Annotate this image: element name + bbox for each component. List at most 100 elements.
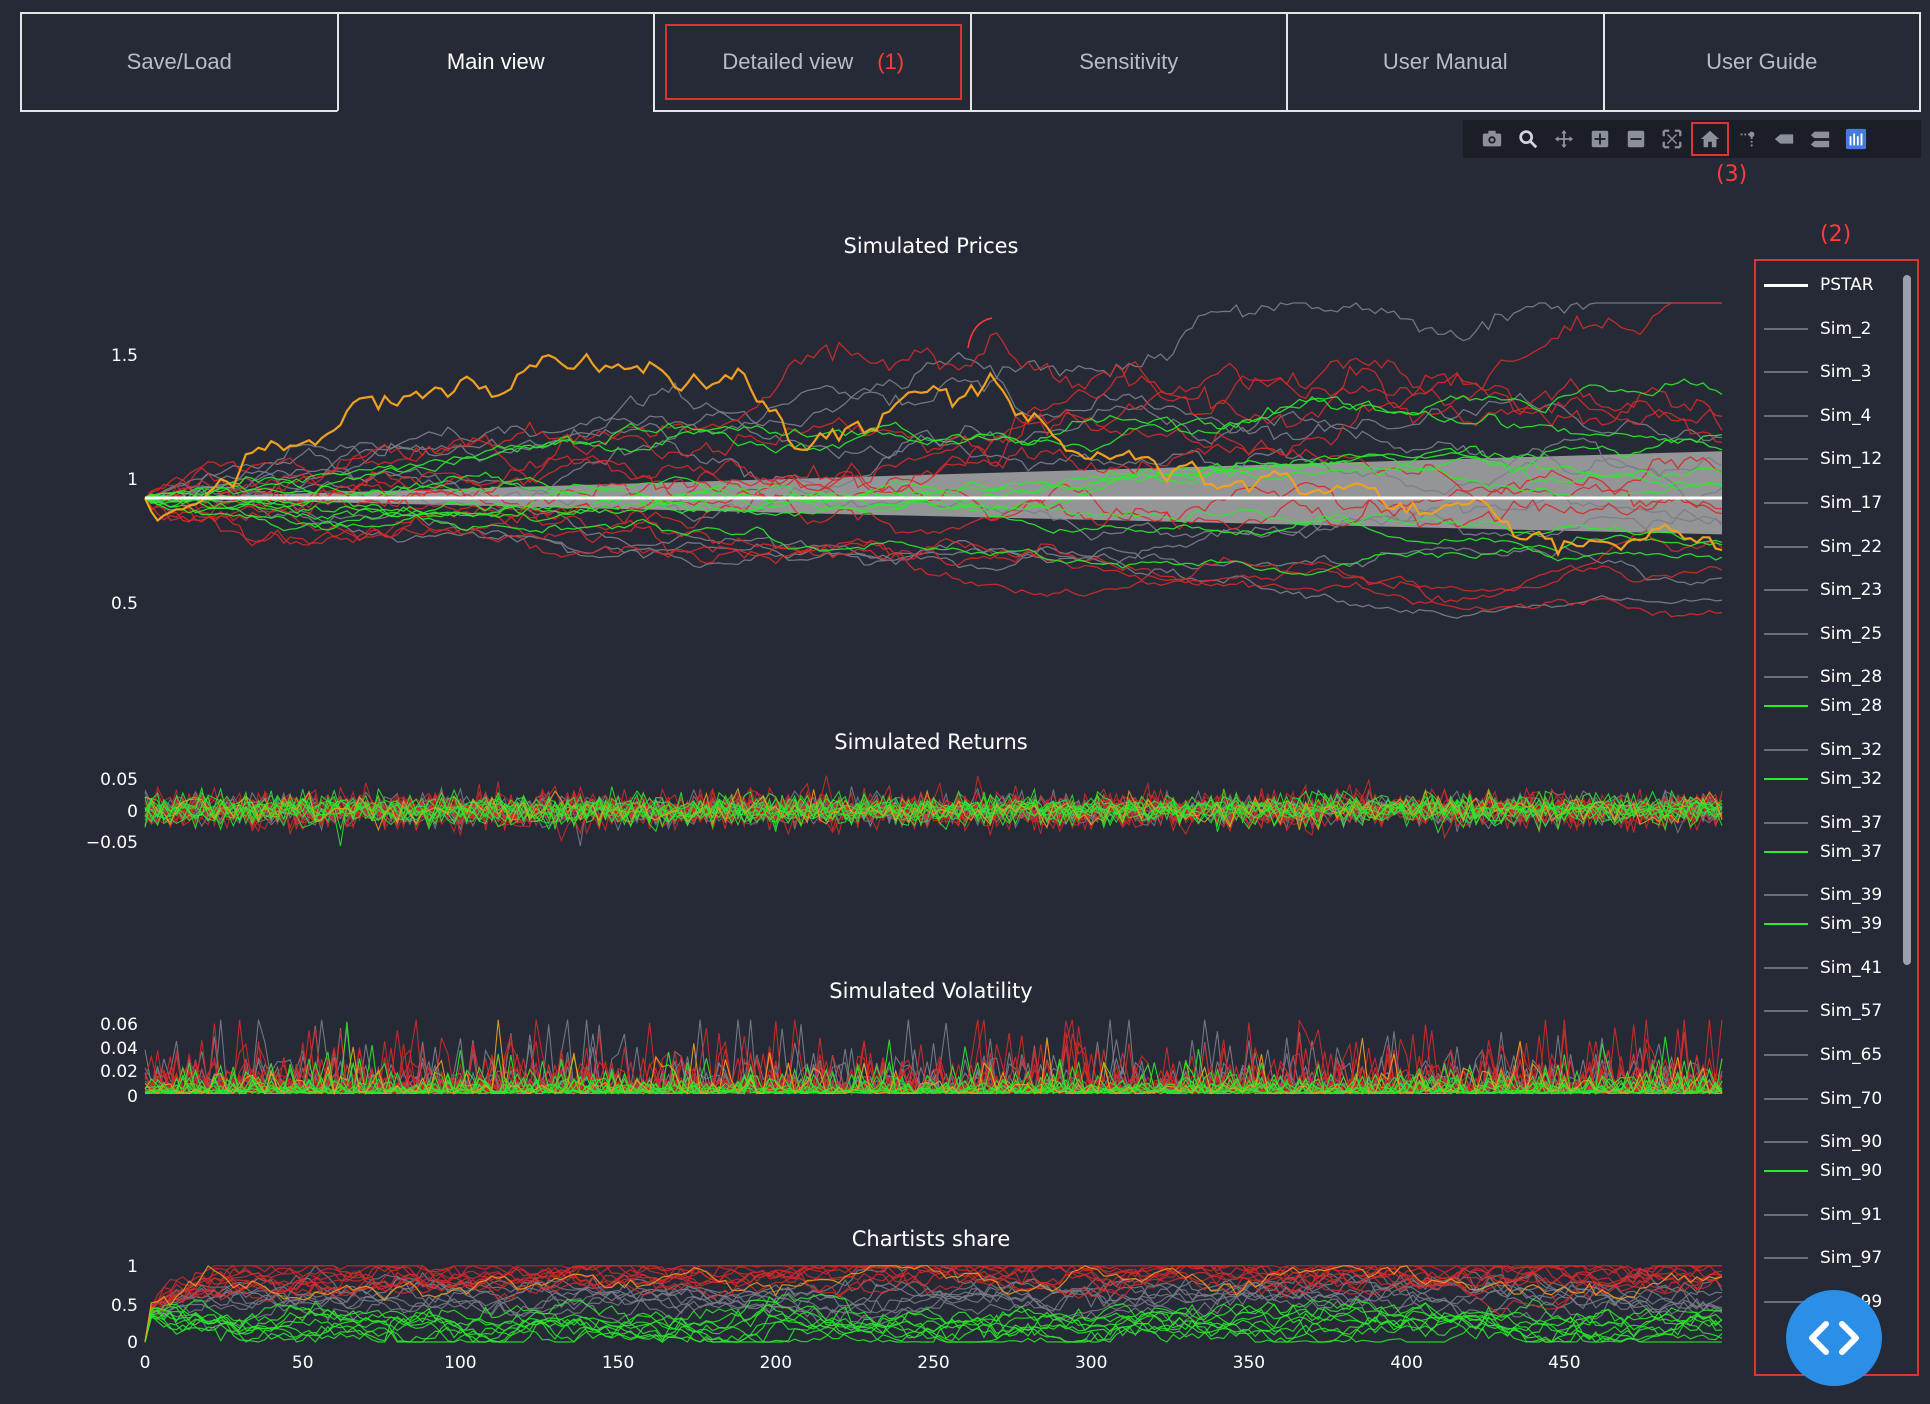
simulation-plot[interactable]: Simulated Prices 1.5 1 0.5 Simulated Returns… <box>0 0 1750 1404</box>
legend-scrollbar[interactable] <box>1903 275 1911 965</box>
legend-label: Sim_28 <box>1820 667 1883 688</box>
tab-label: Main view <box>446 49 545 74</box>
zoom-icon[interactable] <box>1513 124 1543 154</box>
legend-swatch <box>1764 458 1808 461</box>
legend-item[interactable]: Sim_22 <box>1756 537 1882 557</box>
legend-swatch <box>1764 749 1808 751</box>
legend-swatch <box>1764 589 1808 592</box>
price-series-line <box>144 351 1723 503</box>
tab-user-manual[interactable]: User Manual <box>1286 12 1605 112</box>
legend-item[interactable]: Sim_90 <box>1756 1132 1882 1152</box>
plotly-logo-icon[interactable] <box>1841 124 1871 154</box>
price-series-line <box>144 462 1723 532</box>
legend-label: Sim_25 <box>1820 623 1883 644</box>
x-tick-label: 250 <box>917 1353 949 1373</box>
tab-label: User Manual <box>1382 49 1508 74</box>
legend-item[interactable]: Sim_70 <box>1756 1089 1882 1109</box>
legend-item[interactable]: Sim_4 <box>1756 406 1871 426</box>
legend-item[interactable]: Sim_32 <box>1756 769 1882 789</box>
chart-title: Simulated Returns <box>834 730 1027 754</box>
legend-panel[interactable]: PSTAR Sim_2 Sim_3 Sim_4 Sim_12 Sim_17 Sim_22 Si… <box>1754 259 1919 1376</box>
legend-item[interactable]: Sim_28 <box>1756 667 1882 687</box>
autoscale-icon[interactable] <box>1657 124 1687 154</box>
legend-item[interactable]: Sim_28 <box>1756 696 1882 716</box>
confidence-band <box>145 451 1722 535</box>
legend-item[interactable]: Sim_37 <box>1756 813 1882 833</box>
legend-label: Sim_90 <box>1820 1132 1883 1153</box>
code-toggle-button[interactable] <box>1786 1290 1882 1386</box>
peak-annotation-arrow <box>967 317 993 349</box>
legend-label: Sim_37 <box>1820 841 1883 862</box>
hover-closest-icon[interactable] <box>1769 124 1799 154</box>
tab-user-guide[interactable]: User Guide <box>1602 12 1921 112</box>
x-tick-label: 450 <box>1548 1353 1580 1373</box>
legend-item[interactable]: Sim_37 <box>1756 842 1882 862</box>
legend-label: Sim_97 <box>1820 1248 1883 1269</box>
legend-item[interactable]: Sim_17 <box>1756 493 1882 513</box>
legend-marker: (2) <box>1820 222 1852 247</box>
y-tick-label: 0.05 <box>100 770 138 790</box>
legend-label: Sim_23 <box>1820 580 1883 601</box>
series-lines <box>144 302 1723 1344</box>
legend-swatch <box>1764 1213 1808 1216</box>
legend-label: Sim_22 <box>1820 536 1883 557</box>
legend-item[interactable]: Sim_65 <box>1756 1045 1882 1065</box>
volatility-series-line <box>144 1019 1723 1096</box>
x-tick-label: 400 <box>1390 1353 1422 1373</box>
y-tick-label: 1 <box>127 1257 138 1277</box>
legend-item[interactable]: Sim_57 <box>1756 1001 1882 1021</box>
spike-lines-icon[interactable] <box>1733 124 1763 154</box>
legend-label: Sim_12 <box>1820 449 1883 470</box>
legend-swatch <box>1764 966 1808 969</box>
share-series-line <box>144 1293 1723 1344</box>
tab-detailed-view[interactable]: Detailed view (1) <box>653 12 972 112</box>
legend-swatch <box>1764 1301 1808 1303</box>
x-tick-label: 0 <box>140 1353 151 1373</box>
legend-swatch <box>1764 1097 1808 1100</box>
legend-swatch <box>1764 1010 1808 1013</box>
camera-icon[interactable] <box>1477 124 1507 154</box>
y-tick-label: 0 <box>127 802 138 822</box>
price-series-line <box>144 455 1723 535</box>
tab-save-load[interactable]: Save/Load <box>20 12 339 112</box>
price-series-line <box>144 408 1723 523</box>
share-series-line <box>144 1265 1723 1343</box>
legend-swatch <box>1764 705 1808 708</box>
legend-item[interactable]: Sim_39 <box>1756 914 1882 934</box>
legend-swatch <box>1764 778 1808 780</box>
tab-main-view[interactable]: Main view <box>336 12 655 112</box>
legend-item[interactable]: Sim_97 <box>1756 1248 1882 1268</box>
legend-item[interactable]: Sim_91 <box>1756 1205 1882 1225</box>
legend-item[interactable]: Sim_12 <box>1756 449 1882 469</box>
legend-label: Sim_28 <box>1820 696 1883 717</box>
price-series-line <box>144 302 1722 544</box>
y-tick-label: 0.02 <box>100 1062 138 1082</box>
x-tick-label: 50 <box>292 1353 314 1373</box>
legend-item[interactable]: Sim_41 <box>1756 958 1882 978</box>
legend-label: Sim_41 <box>1820 957 1883 978</box>
legend-item[interactable]: PSTAR <box>1756 275 1874 295</box>
zoom-in-icon[interactable] <box>1585 124 1615 154</box>
legend-label: Sim_17 <box>1820 493 1883 513</box>
share-series-line <box>144 1265 1722 1343</box>
legend-item[interactable]: Sim_3 <box>1756 362 1871 382</box>
zoom-out-icon[interactable] <box>1621 124 1651 154</box>
home-icon[interactable] <box>1691 122 1729 156</box>
legend-item[interactable]: Sim_23 <box>1756 580 1882 600</box>
legend-item[interactable]: Sim_32 <box>1756 740 1882 760</box>
legend-swatch <box>1764 502 1808 504</box>
returns-series-line <box>144 787 1723 832</box>
chart-title: Simulated Volatility <box>829 979 1032 1003</box>
legend-item[interactable]: Sim_2 <box>1756 319 1871 339</box>
legend-item[interactable]: Sim_39 <box>1756 885 1882 905</box>
tab-sensitivity[interactable]: Sensitivity <box>969 12 1288 112</box>
legend-swatch <box>1764 371 1808 374</box>
returns-series-line <box>144 788 1723 833</box>
x-tick-label: 150 <box>602 1353 634 1373</box>
y-tick-label: 1.5 <box>111 346 138 366</box>
legend-item[interactable]: Sim_25 <box>1756 624 1882 644</box>
legend-item[interactable]: Sim_90 <box>1756 1161 1882 1181</box>
pan-icon[interactable] <box>1549 124 1579 154</box>
legend-label: Sim_4 <box>1820 405 1872 426</box>
hover-compare-icon[interactable] <box>1805 124 1835 154</box>
